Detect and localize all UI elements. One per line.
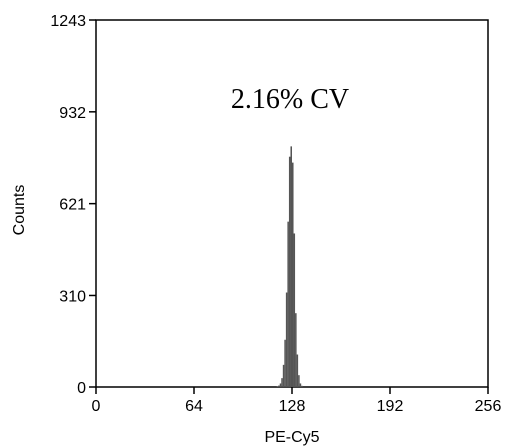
y-axis-ticks: 0 310 621 932 1243	[50, 13, 96, 397]
x-tick-label: 64	[185, 398, 203, 415]
histogram-bar	[287, 221, 289, 387]
x-tick-label: 128	[279, 398, 306, 415]
x-tick-label: 0	[92, 398, 101, 415]
cv-annotation: 2.16% CV	[231, 84, 349, 115]
y-tick-label: 0	[77, 380, 86, 397]
histogram-bar	[290, 146, 292, 387]
plot-area	[95, 19, 489, 388]
histogram-bar	[285, 292, 288, 387]
histogram-bar	[281, 378, 283, 387]
x-tick-label: 256	[475, 398, 502, 415]
histogram-bar	[293, 233, 296, 387]
y-tick-label: 310	[59, 288, 86, 305]
histogram-bar	[279, 383, 282, 387]
histogram-bar	[292, 162, 294, 387]
y-axis-title: Counts	[11, 185, 28, 236]
histogram-bar	[295, 313, 297, 387]
histogram-bar	[278, 385, 280, 387]
histogram-bar	[299, 383, 302, 387]
histogram-bar	[298, 375, 300, 387]
x-tick-label: 192	[377, 398, 404, 415]
histogram-bar	[301, 385, 303, 387]
histogram-bar	[288, 156, 291, 387]
y-tick-label: 621	[59, 197, 86, 214]
x-axis-ticks: 0 64 128 192 256	[92, 387, 502, 415]
x-axis-title: PE-Cy5	[264, 429, 319, 446]
histogram-bar	[296, 354, 299, 387]
y-tick-label: 1243	[50, 13, 86, 30]
histogram-bar	[276, 386, 279, 387]
histogram-bar	[282, 364, 285, 387]
histogram-bar	[284, 339, 286, 387]
y-tick-label: 932	[59, 105, 86, 122]
histogram-bars	[276, 146, 303, 387]
